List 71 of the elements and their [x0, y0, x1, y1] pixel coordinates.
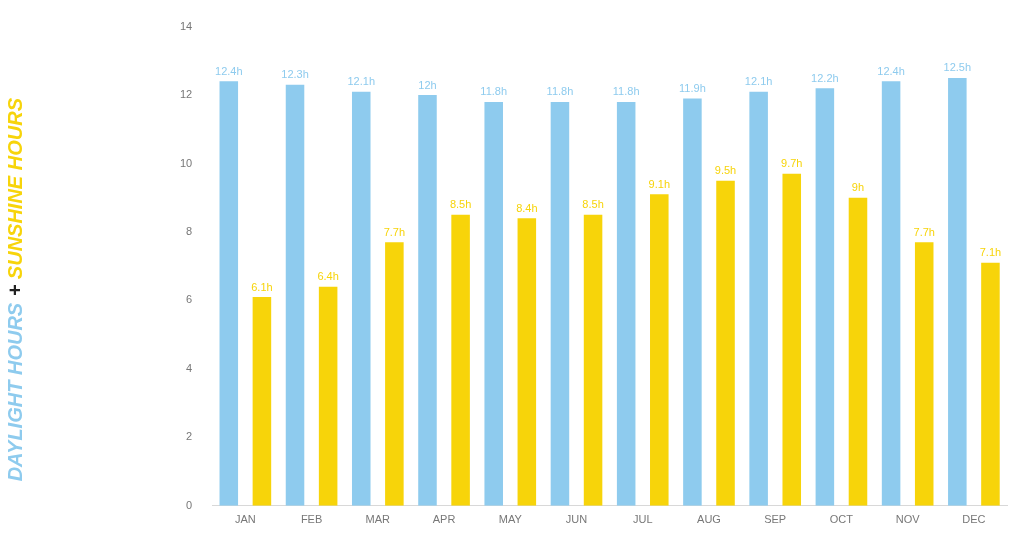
data-label: 8.4h	[516, 201, 538, 214]
bar	[616, 101, 636, 506]
bar	[517, 218, 537, 506]
data-label: 12.2h	[811, 71, 839, 84]
x-tick-label: AUG	[697, 513, 721, 526]
data-label: 11.8h	[480, 85, 508, 98]
x-tick-label: JUN	[565, 513, 588, 526]
text: +	[4, 285, 26, 298]
data-label: 9.1h	[648, 177, 670, 190]
data-label: 12.4h	[877, 64, 905, 77]
text: SUNSHINE HOURS	[4, 98, 26, 280]
data-label: 8.5h	[449, 198, 472, 211]
x-tick-label: MAY	[498, 513, 523, 526]
y-tick-label: 6	[186, 293, 193, 306]
data-label: 12.5h	[943, 61, 972, 74]
bar	[782, 173, 802, 506]
bar	[815, 88, 835, 506]
x-tick-label: SEP	[764, 513, 787, 526]
bar	[451, 214, 470, 506]
bar	[650, 194, 669, 506]
bar	[948, 77, 967, 506]
bar	[219, 81, 239, 506]
data-label: 12h	[418, 78, 437, 91]
y-tick-label: 0	[186, 498, 193, 511]
data-label: 12.1h	[347, 75, 376, 88]
data-label: 12.4h	[215, 64, 243, 77]
x-tick-label: NOV	[895, 513, 921, 526]
data-label: 7.7h	[913, 225, 935, 238]
x-tick-label: APR	[432, 513, 456, 526]
bar	[351, 91, 371, 506]
bar	[749, 91, 768, 506]
y-tick-label: 14	[179, 19, 193, 32]
data-label: 9h	[851, 181, 865, 194]
bar	[484, 101, 503, 506]
data-label: 9.7h	[781, 157, 803, 170]
y-tick-label: 10	[179, 156, 193, 169]
data-label: 11.8h	[546, 85, 574, 98]
y-tick-label: 12	[179, 88, 193, 101]
bar	[683, 98, 702, 506]
text: DAYLIGHT HOURS	[4, 303, 26, 482]
bar	[583, 214, 603, 506]
bar	[385, 242, 404, 506]
x-tick-label: JAN	[234, 513, 256, 526]
x-tick-label: JUL	[632, 513, 653, 526]
data-label: 6.4h	[317, 270, 339, 283]
bar	[318, 286, 338, 506]
data-label: 7.1h	[979, 246, 1002, 259]
y-tick-label: 4	[186, 361, 193, 374]
x-tick-label: MAR	[365, 513, 391, 526]
x-tick-label: OCT	[829, 513, 854, 526]
data-label: 11.8h	[612, 85, 640, 98]
data-label: 12.3h	[281, 68, 309, 81]
data-label: 8.5h	[582, 198, 604, 211]
data-label: 9.5h	[714, 164, 737, 177]
x-tick-label: DEC	[962, 513, 986, 526]
bar	[914, 242, 934, 506]
bar	[981, 262, 1000, 506]
bar	[418, 95, 437, 506]
bar	[848, 197, 868, 506]
bar	[716, 180, 735, 506]
x-tick-label: FEB	[300, 513, 323, 526]
bar	[881, 81, 901, 506]
y-tick-label: 2	[186, 430, 193, 443]
bar	[285, 84, 305, 506]
bar	[550, 101, 570, 506]
data-label: 12.1h	[744, 75, 773, 88]
bar	[252, 297, 272, 506]
data-label: 7.7h	[383, 225, 406, 238]
y-tick-label: 8	[186, 225, 193, 237]
data-label: 6.1h	[251, 280, 273, 293]
data-label: 11.9h	[679, 82, 706, 95]
